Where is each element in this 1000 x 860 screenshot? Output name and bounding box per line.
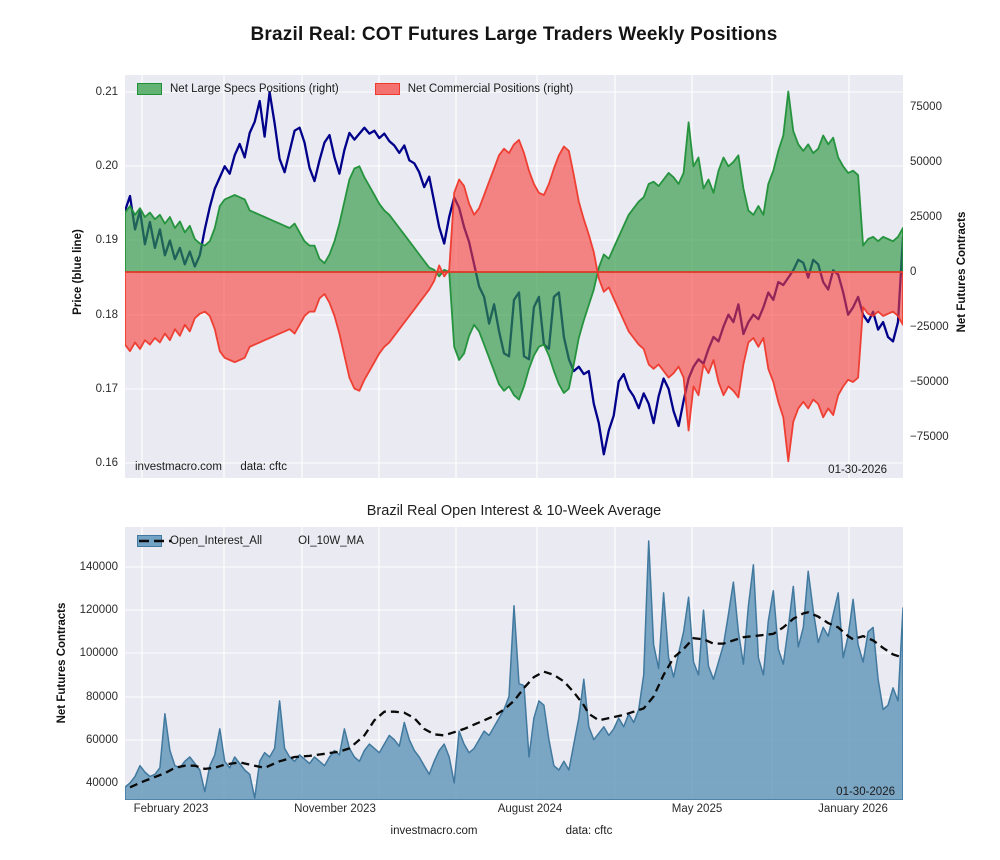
legend-item-oi: Open_Interest_All <box>137 535 262 547</box>
legend-label-ma: OI_10W_MA <box>298 535 364 547</box>
date-tick-label: November 2023 <box>294 803 376 815</box>
oi-tick-label: 80000 <box>86 691 118 703</box>
net-contracts-tick-label: 25000 <box>910 211 942 223</box>
oi-tick-label: 120000 <box>79 604 118 616</box>
footer-source: investmacro.com <box>390 825 478 837</box>
net-contracts-tick-label: 50000 <box>910 156 942 168</box>
footer-data-source: data: cftc <box>565 825 613 837</box>
top-right-axis-label: Net Futures Contracts <box>956 211 968 333</box>
figure-title: Brazil Real: COT Futures Large Traders W… <box>250 24 778 45</box>
net-contracts-tick-label: −50000 <box>910 376 949 388</box>
oi-tick-label: 60000 <box>86 734 118 746</box>
top-watermark: investmacro.com data: cftc <box>135 461 287 473</box>
date-tick-label: February 2023 <box>133 803 209 815</box>
bottom-legend: Open_Interest_All OI_10W_MA <box>137 535 364 547</box>
price-axis-label: Price (blue line) <box>72 229 84 315</box>
date-tick-label: January 2026 <box>818 803 888 815</box>
legend-label-specs: Net Large Specs Positions (right) <box>170 83 339 95</box>
price-tick-label: 0.21 <box>95 86 118 98</box>
oi-tick-label: 100000 <box>79 647 118 659</box>
specs-area-series <box>125 90 903 401</box>
price-tick-label: 0.20 <box>95 160 118 172</box>
open-interest-canvas <box>125 527 903 800</box>
commercial-area-series <box>125 139 903 463</box>
legend-item-specs: Net Large Specs Positions (right) <box>137 83 339 95</box>
net-contracts-tick-label: −25000 <box>910 321 949 333</box>
price-tick-label: 0.18 <box>95 309 118 321</box>
price-tick-label: 0.17 <box>95 383 118 395</box>
ma-dash-sample-icon <box>139 539 179 543</box>
cot-positions-plot: Net Large Specs Positions (right) Net Co… <box>125 75 903 478</box>
top-legend: Net Large Specs Positions (right) Net Co… <box>137 83 573 95</box>
open-interest-area-series <box>125 540 903 800</box>
price-tick-label: 0.16 <box>95 457 118 469</box>
date-tick-label: May 2025 <box>671 803 723 815</box>
net-contracts-tick-label: 0 <box>910 266 917 278</box>
legend-item-commercial: Net Commercial Positions (right) <box>374 83 574 95</box>
oi-axis-label: Net Futures Contracts <box>56 602 68 724</box>
date-tick-label: August 2024 <box>497 803 563 815</box>
commercial-swatch-icon <box>374 83 400 95</box>
oi-tick-label: 40000 <box>86 777 118 789</box>
open-interest-plot: Open_Interest_All OI_10W_MA 01-30-2026 <box>125 527 903 800</box>
oi-tick-label: 140000 <box>79 561 118 573</box>
legend-label-oi: Open_Interest_All <box>170 535 263 547</box>
oi-ma-line-series <box>129 611 903 789</box>
source-text: investmacro.com <box>135 461 222 473</box>
top-date-annotation: 01-30-2026 <box>828 464 887 476</box>
bottom-date-annotation: 01-30-2026 <box>836 786 895 798</box>
cot-positions-canvas <box>125 75 903 478</box>
data-source-text: data: cftc <box>240 461 287 473</box>
net-contracts-tick-label: 75000 <box>910 101 942 113</box>
net-contracts-tick-label: −75000 <box>910 431 949 443</box>
price-tick-label: 0.19 <box>95 234 118 246</box>
legend-item-ma: OI_10W_MA <box>139 535 364 547</box>
specs-swatch-icon <box>137 83 162 95</box>
legend-label-commercial: Net Commercial Positions (right) <box>407 83 574 95</box>
oi-chart-title: Brazil Real Open Interest & 10-Week Aver… <box>366 503 662 519</box>
